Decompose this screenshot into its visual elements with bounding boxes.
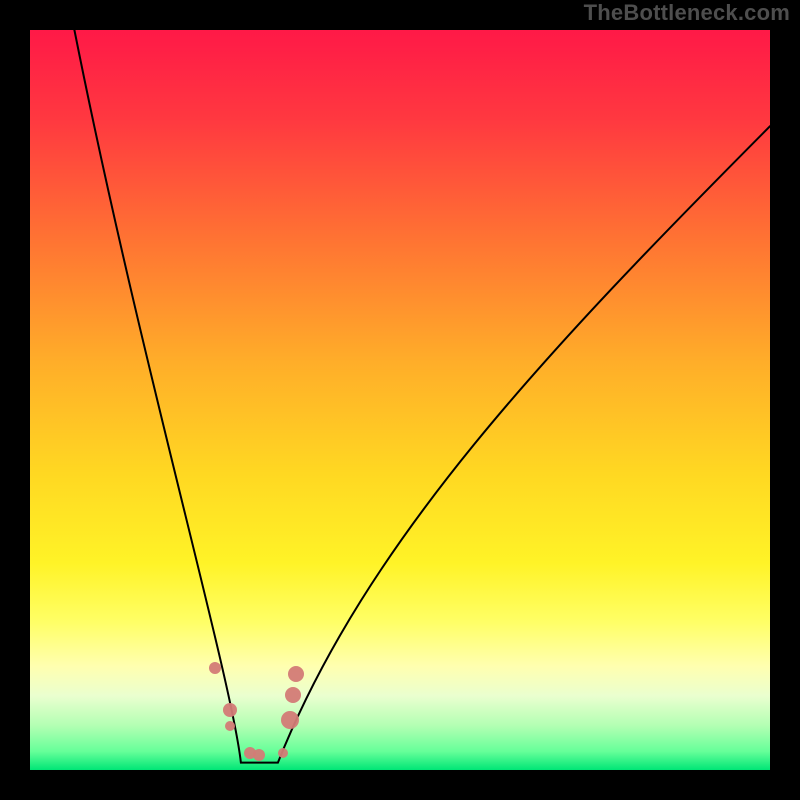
plot-background bbox=[30, 30, 770, 770]
data-marker bbox=[285, 687, 301, 703]
bottleneck-chart bbox=[0, 0, 800, 800]
attribution-text: TheBottleneck.com bbox=[584, 0, 790, 26]
data-marker bbox=[225, 721, 235, 731]
data-marker bbox=[223, 703, 237, 717]
data-marker bbox=[253, 749, 265, 761]
data-marker bbox=[209, 662, 221, 674]
data-marker bbox=[281, 711, 299, 729]
data-marker bbox=[278, 748, 288, 758]
data-marker bbox=[288, 666, 304, 682]
chart-root: TheBottleneck.com bbox=[0, 0, 800, 800]
